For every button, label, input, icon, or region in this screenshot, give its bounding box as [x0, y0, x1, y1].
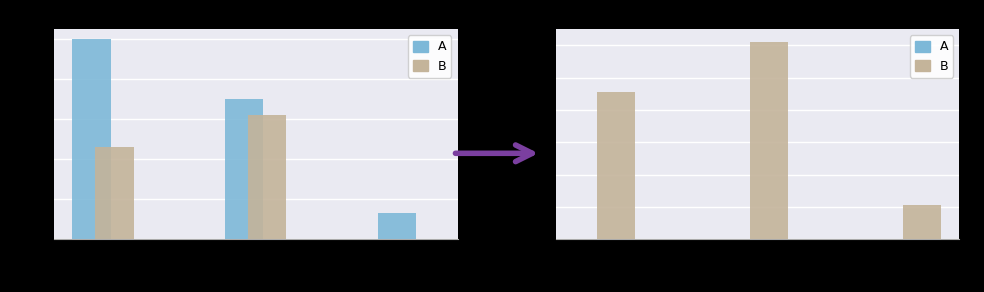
Bar	[378, 213, 416, 239]
Title: Distribution of the values of the control feature in samples A and B: Distribution of the values of the contro…	[534, 11, 981, 24]
Legend: A, B: A, B	[407, 35, 452, 78]
Bar	[750, 42, 788, 239]
Title: Distribution of the values of the control feature in samples A and B: Distribution of the values of the contro…	[32, 11, 479, 24]
X-axis label: super_region: super_region	[215, 268, 296, 281]
Bar	[248, 115, 286, 239]
Bar	[903, 206, 941, 239]
Bar	[95, 147, 134, 239]
Legend: A, B: A, B	[909, 35, 953, 78]
X-axis label: super_region: super_region	[717, 268, 798, 281]
Y-axis label: Count: Count	[496, 116, 509, 153]
Bar	[225, 99, 264, 239]
Bar	[73, 39, 110, 239]
Bar	[597, 92, 636, 239]
